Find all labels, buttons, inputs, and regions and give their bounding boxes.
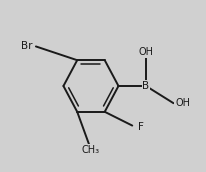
Text: CH₃: CH₃ <box>82 145 100 155</box>
Text: OH: OH <box>175 98 190 108</box>
Text: B: B <box>142 81 150 91</box>
Text: Br: Br <box>21 41 33 51</box>
Text: F: F <box>138 122 144 132</box>
Text: OH: OH <box>138 47 153 57</box>
